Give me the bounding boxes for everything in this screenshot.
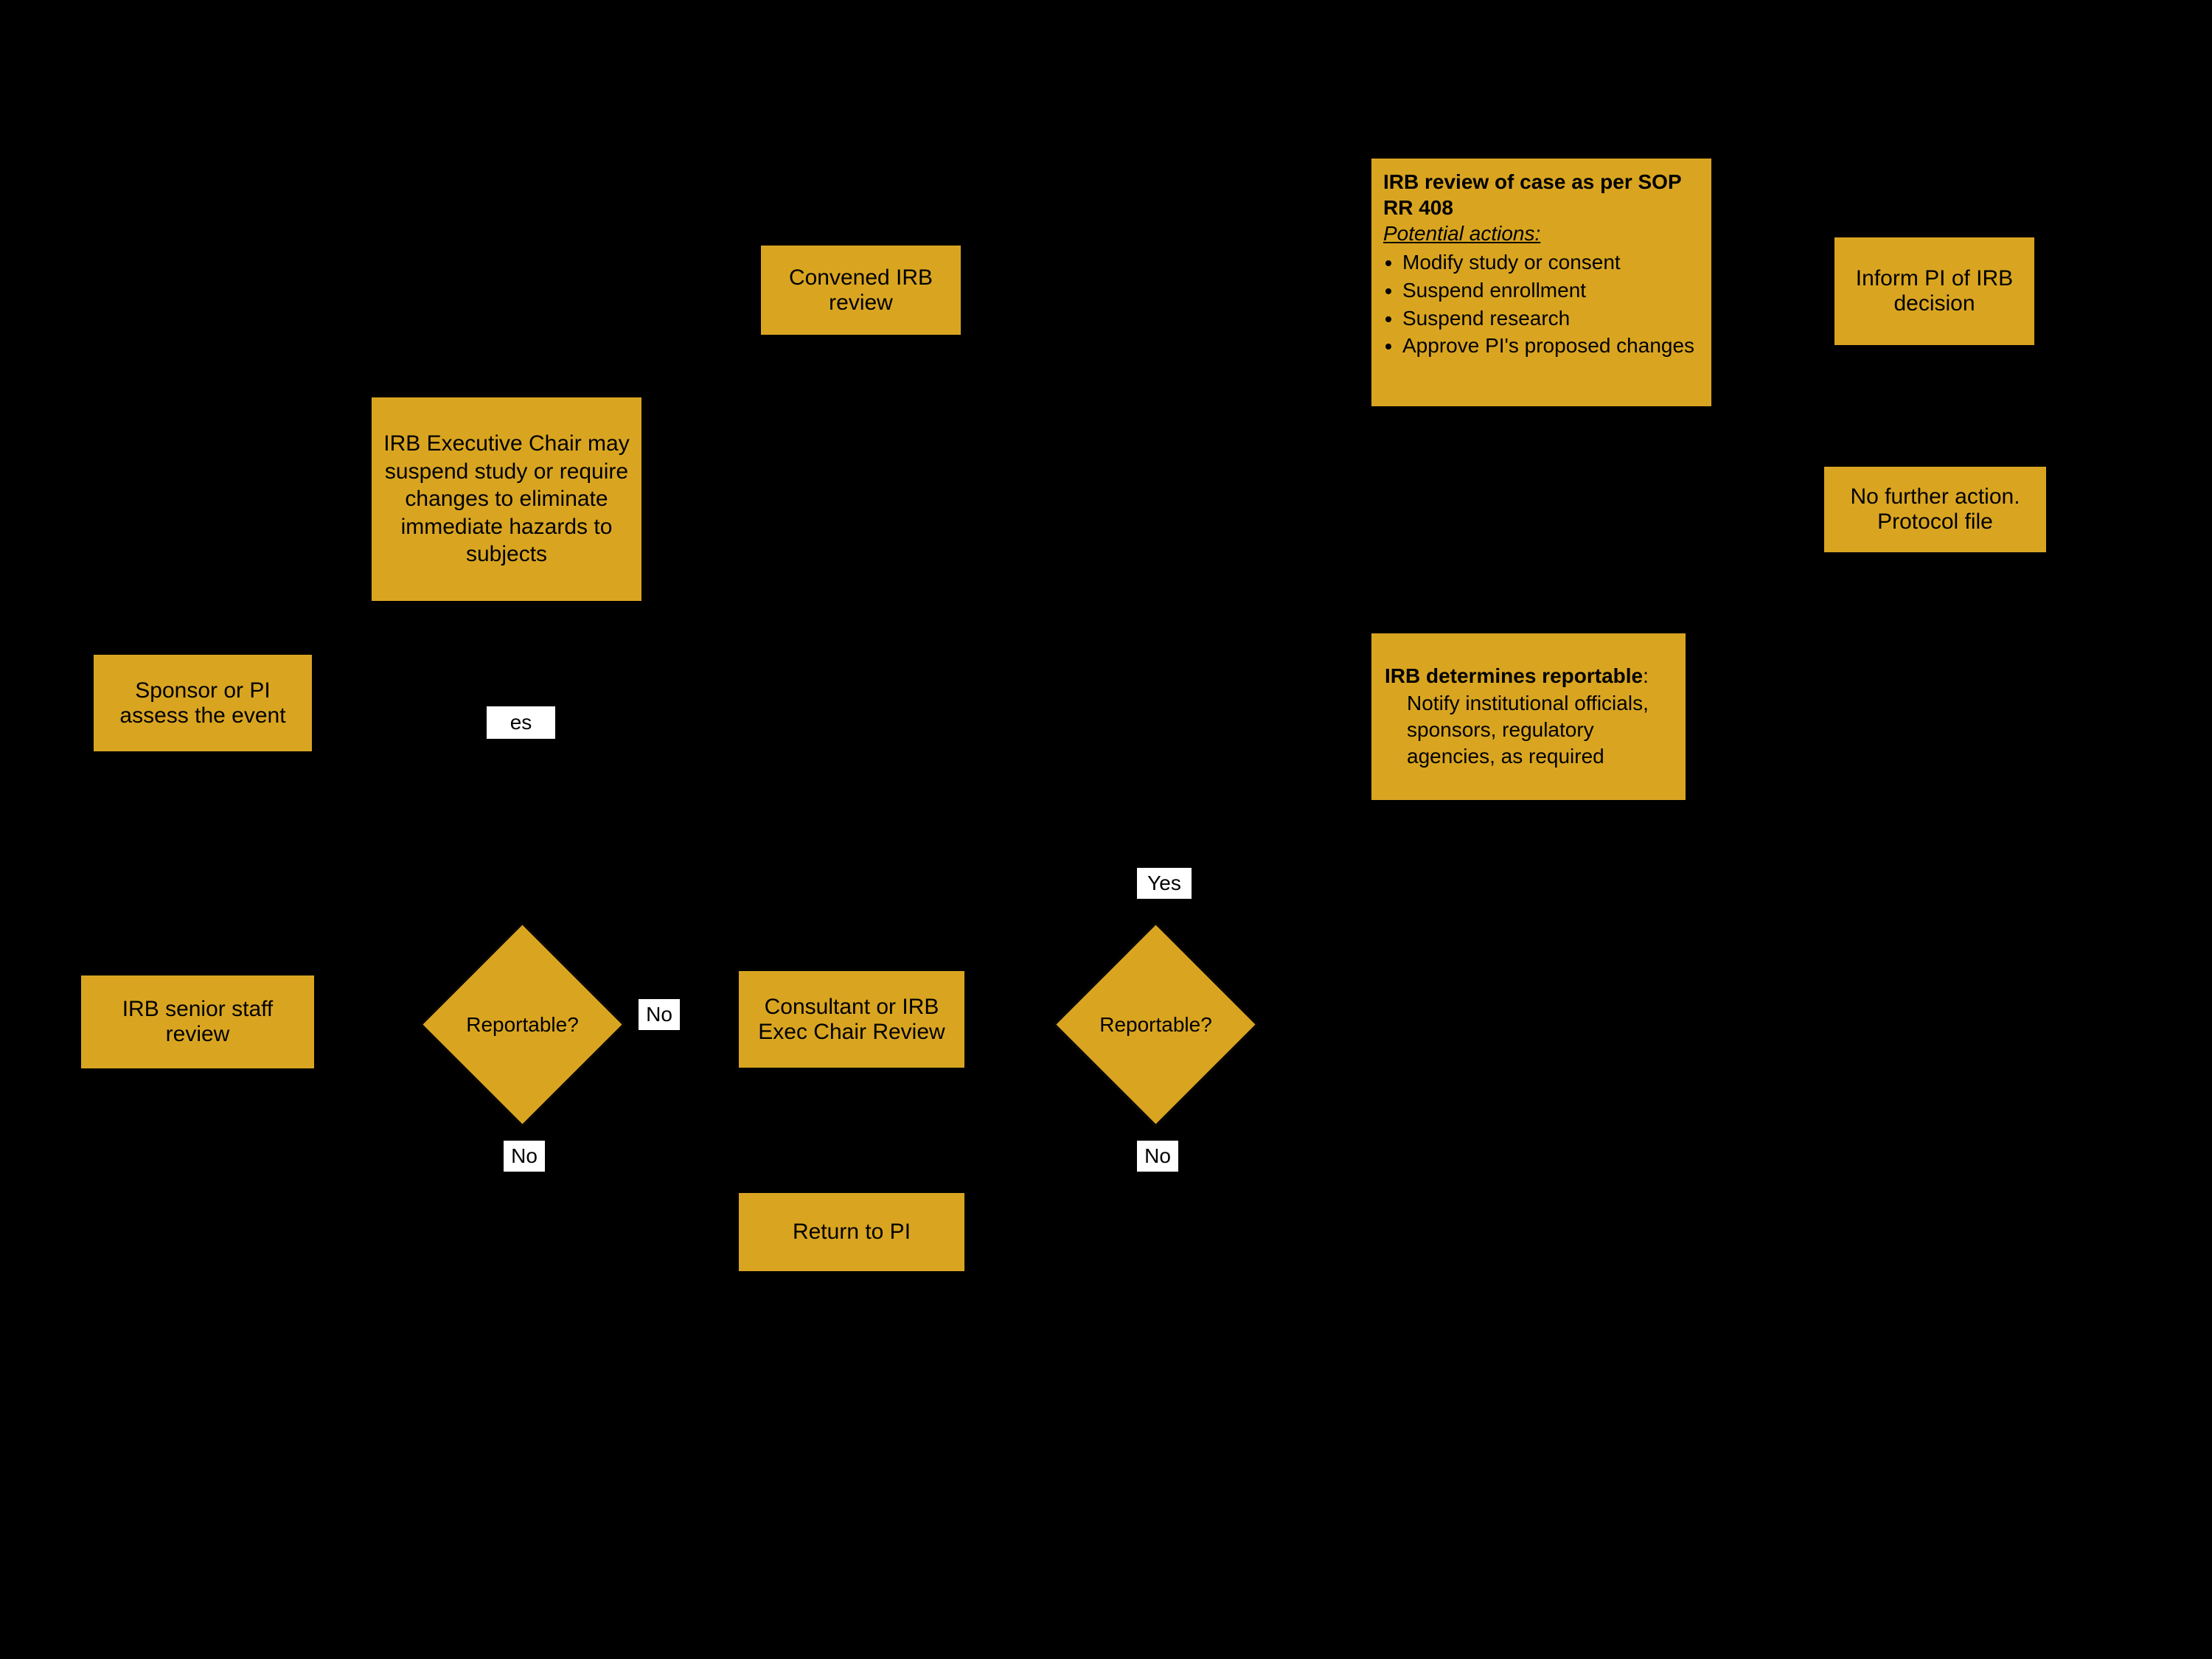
node-exec-chair-suspend-text: IRB Executive Chair may suspend study or…: [382, 430, 631, 568]
node-reportable-1-label: Reportable?: [421, 999, 624, 1051]
tag-no-1: No: [502, 1139, 546, 1173]
tag-yes-1-text: es: [510, 711, 532, 734]
irb-review-case-content: IRB review of case as per SOP RR 408 Pot…: [1383, 169, 1700, 360]
node-senior-staff-text: IRB senior staff review: [91, 997, 304, 1047]
action-0: Modify study or consent: [1402, 248, 1700, 276]
irb-review-case-subtitle: Potential actions: [1383, 222, 1534, 245]
action-1: Suspend enrollment: [1402, 276, 1700, 305]
node-no-further-action-text: No further action. Protocol file: [1834, 484, 2036, 535]
tag-not-sure-text: No: [646, 1003, 672, 1026]
tag-no-2-text: No: [1144, 1144, 1171, 1168]
action-3: Approve PI's proposed changes: [1402, 332, 1700, 360]
node-exec-chair-suspend: IRB Executive Chair may suspend study or…: [370, 396, 643, 602]
irb-review-case-actions: Modify study or consent Suspend enrollme…: [1383, 248, 1700, 360]
flowchart-canvas: Sponsor or PI assess the event IRB Execu…: [0, 0, 2212, 1659]
node-consultant-review-text: Consultant or IRB Exec Chair Review: [749, 995, 954, 1045]
tag-no-2: No: [1135, 1139, 1180, 1173]
node-convened-irb-text: Convened IRB review: [771, 265, 950, 316]
tag-no-1-text: No: [511, 1144, 538, 1168]
node-irb-determines-reportable: IRB determines reportable: Notify instit…: [1370, 632, 1687, 801]
tag-yes-1: es: [487, 705, 557, 740]
tag-yes-2: Yes: [1135, 866, 1193, 900]
node-irb-review-case: IRB review of case as per SOP RR 408 Pot…: [1370, 157, 1713, 408]
node-convened-irb: Convened IRB review: [759, 244, 962, 336]
irb-review-case-title: IRB review of case as per SOP RR 408: [1383, 170, 1681, 219]
reportable-2-text: Reportable?: [1099, 1013, 1212, 1037]
node-sponsor-assess: Sponsor or PI assess the event: [92, 653, 313, 753]
node-senior-staff: IRB senior staff review: [80, 974, 316, 1070]
node-sponsor-assess-text: Sponsor or PI assess the event: [104, 678, 302, 728]
node-reportable-2-label: Reportable?: [1054, 999, 1257, 1051]
irb-determines-title: IRB determines reportable: [1385, 664, 1643, 687]
node-consultant-review: Consultant or IRB Exec Chair Review: [737, 970, 966, 1069]
node-inform-pi: Inform PI of IRB decision: [1833, 236, 2036, 347]
node-return-pi-text: Return to PI: [793, 1220, 911, 1245]
irb-determines-content: IRB determines reportable: Notify instit…: [1385, 663, 1672, 771]
node-inform-pi-text: Inform PI of IRB decision: [1845, 266, 2024, 316]
reportable-1-text: Reportable?: [466, 1013, 579, 1037]
tag-not-sure: No: [637, 998, 681, 1032]
node-return-pi: Return to PI: [737, 1192, 966, 1273]
tag-yes-2-text: Yes: [1147, 872, 1181, 895]
action-2: Suspend research: [1402, 305, 1700, 333]
node-no-further-action: No further action. Protocol file: [1823, 465, 2048, 554]
